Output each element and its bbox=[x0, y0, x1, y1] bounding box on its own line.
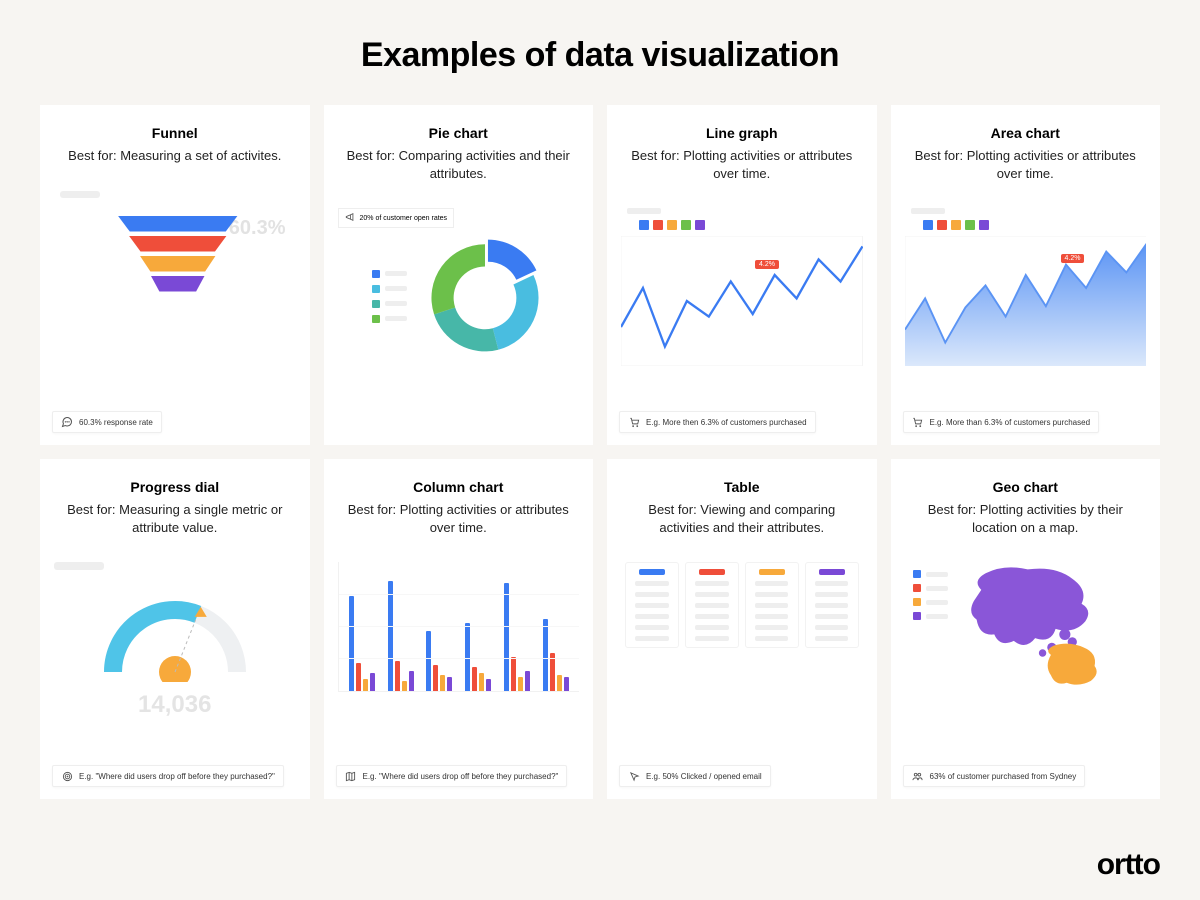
line-viz: 4.2% bbox=[621, 208, 863, 373]
line-desc: Best for: Plotting activities or attribu… bbox=[621, 147, 863, 182]
funnel-title: Funnel bbox=[54, 125, 296, 141]
area-title: Area chart bbox=[905, 125, 1147, 141]
column-viz bbox=[338, 562, 580, 727]
pie-title: Pie chart bbox=[338, 125, 580, 141]
page-title: Examples of data visualization bbox=[40, 36, 1160, 75]
table-viz bbox=[621, 562, 863, 727]
line-footer-text: E.g. More then 6.3% of customers purchas… bbox=[646, 418, 807, 427]
target-icon bbox=[61, 770, 73, 782]
geo-footer-text: 63% of customer purchased from Sydney bbox=[930, 772, 1077, 781]
pie-desc: Best for: Comparing activities and their… bbox=[338, 147, 580, 182]
table-footer-text: E.g. 50% Clicked / opened email bbox=[646, 772, 762, 781]
column-footer-text: E.g. "Where did users drop off before th… bbox=[363, 772, 559, 781]
cart-icon bbox=[912, 416, 924, 428]
line-badge: 4.2% bbox=[755, 260, 779, 269]
dial-value: 14,036 bbox=[54, 691, 296, 719]
cursor-icon bbox=[628, 770, 640, 782]
funnel-footer: 60.3% response rate bbox=[52, 411, 162, 433]
area-badge: 4.2% bbox=[1061, 254, 1085, 263]
funnel-viz: 60.3% bbox=[54, 191, 296, 356]
geo-viz bbox=[905, 562, 1147, 727]
geo-title: Geo chart bbox=[905, 479, 1147, 495]
cart-icon bbox=[628, 416, 640, 428]
pie-viz: 20% of customer open rates bbox=[338, 208, 580, 373]
area-footer-text: E.g. More than 6.3% of customers purchas… bbox=[930, 418, 1091, 427]
chat-icon bbox=[61, 416, 73, 428]
line-title: Line graph bbox=[621, 125, 863, 141]
card-table: Table Best for: Viewing and comparing ac… bbox=[607, 459, 877, 799]
column-desc: Best for: Plotting activities or attribu… bbox=[338, 501, 580, 536]
dial-footer: E.g. "Where did users drop off before th… bbox=[52, 765, 284, 787]
geo-desc: Best for: Plotting activities by their l… bbox=[905, 501, 1147, 536]
people-icon bbox=[912, 770, 924, 782]
dial-desc: Best for: Measuring a single metric or a… bbox=[54, 501, 296, 536]
card-geo: Geo chart Best for: Plotting activities … bbox=[891, 459, 1161, 799]
card-area: Area chart Best for: Plotting activities… bbox=[891, 105, 1161, 445]
line-footer: E.g. More then 6.3% of customers purchas… bbox=[619, 411, 816, 433]
map-icon bbox=[345, 770, 357, 782]
brand-logo: ortto bbox=[1097, 848, 1160, 882]
funnel-footer-text: 60.3% response rate bbox=[79, 418, 153, 427]
table-desc: Best for: Viewing and comparing activiti… bbox=[621, 501, 863, 536]
table-footer: E.g. 50% Clicked / opened email bbox=[619, 765, 771, 787]
card-funnel: Funnel Best for: Measuring a set of acti… bbox=[40, 105, 310, 445]
funnel-desc: Best for: Measuring a set of activites. bbox=[54, 147, 296, 165]
column-footer: E.g. "Where did users drop off before th… bbox=[336, 765, 568, 787]
card-grid: Funnel Best for: Measuring a set of acti… bbox=[40, 105, 1160, 799]
dial-viz: 14,036 bbox=[54, 562, 296, 727]
funnel-pct: 60.3% bbox=[229, 217, 286, 240]
card-column: Column chart Best for: Plotting activiti… bbox=[324, 459, 594, 799]
megaphone-icon bbox=[345, 212, 355, 224]
dial-footer-text: E.g. "Where did users drop off before th… bbox=[79, 772, 275, 781]
geo-footer: 63% of customer purchased from Sydney bbox=[903, 765, 1086, 787]
area-viz: 4.2% bbox=[905, 208, 1147, 373]
card-dial: Progress dial Best for: Measuring a sing… bbox=[40, 459, 310, 799]
card-line: Line graph Best for: Plotting activities… bbox=[607, 105, 877, 445]
card-pie: Pie chart Best for: Comparing activities… bbox=[324, 105, 594, 445]
area-footer: E.g. More than 6.3% of customers purchas… bbox=[903, 411, 1100, 433]
area-desc: Best for: Plotting activities or attribu… bbox=[905, 147, 1147, 182]
column-title: Column chart bbox=[338, 479, 580, 495]
dial-title: Progress dial bbox=[54, 479, 296, 495]
pie-top-label: 20% of customer open rates bbox=[360, 215, 448, 222]
table-title: Table bbox=[621, 479, 863, 495]
